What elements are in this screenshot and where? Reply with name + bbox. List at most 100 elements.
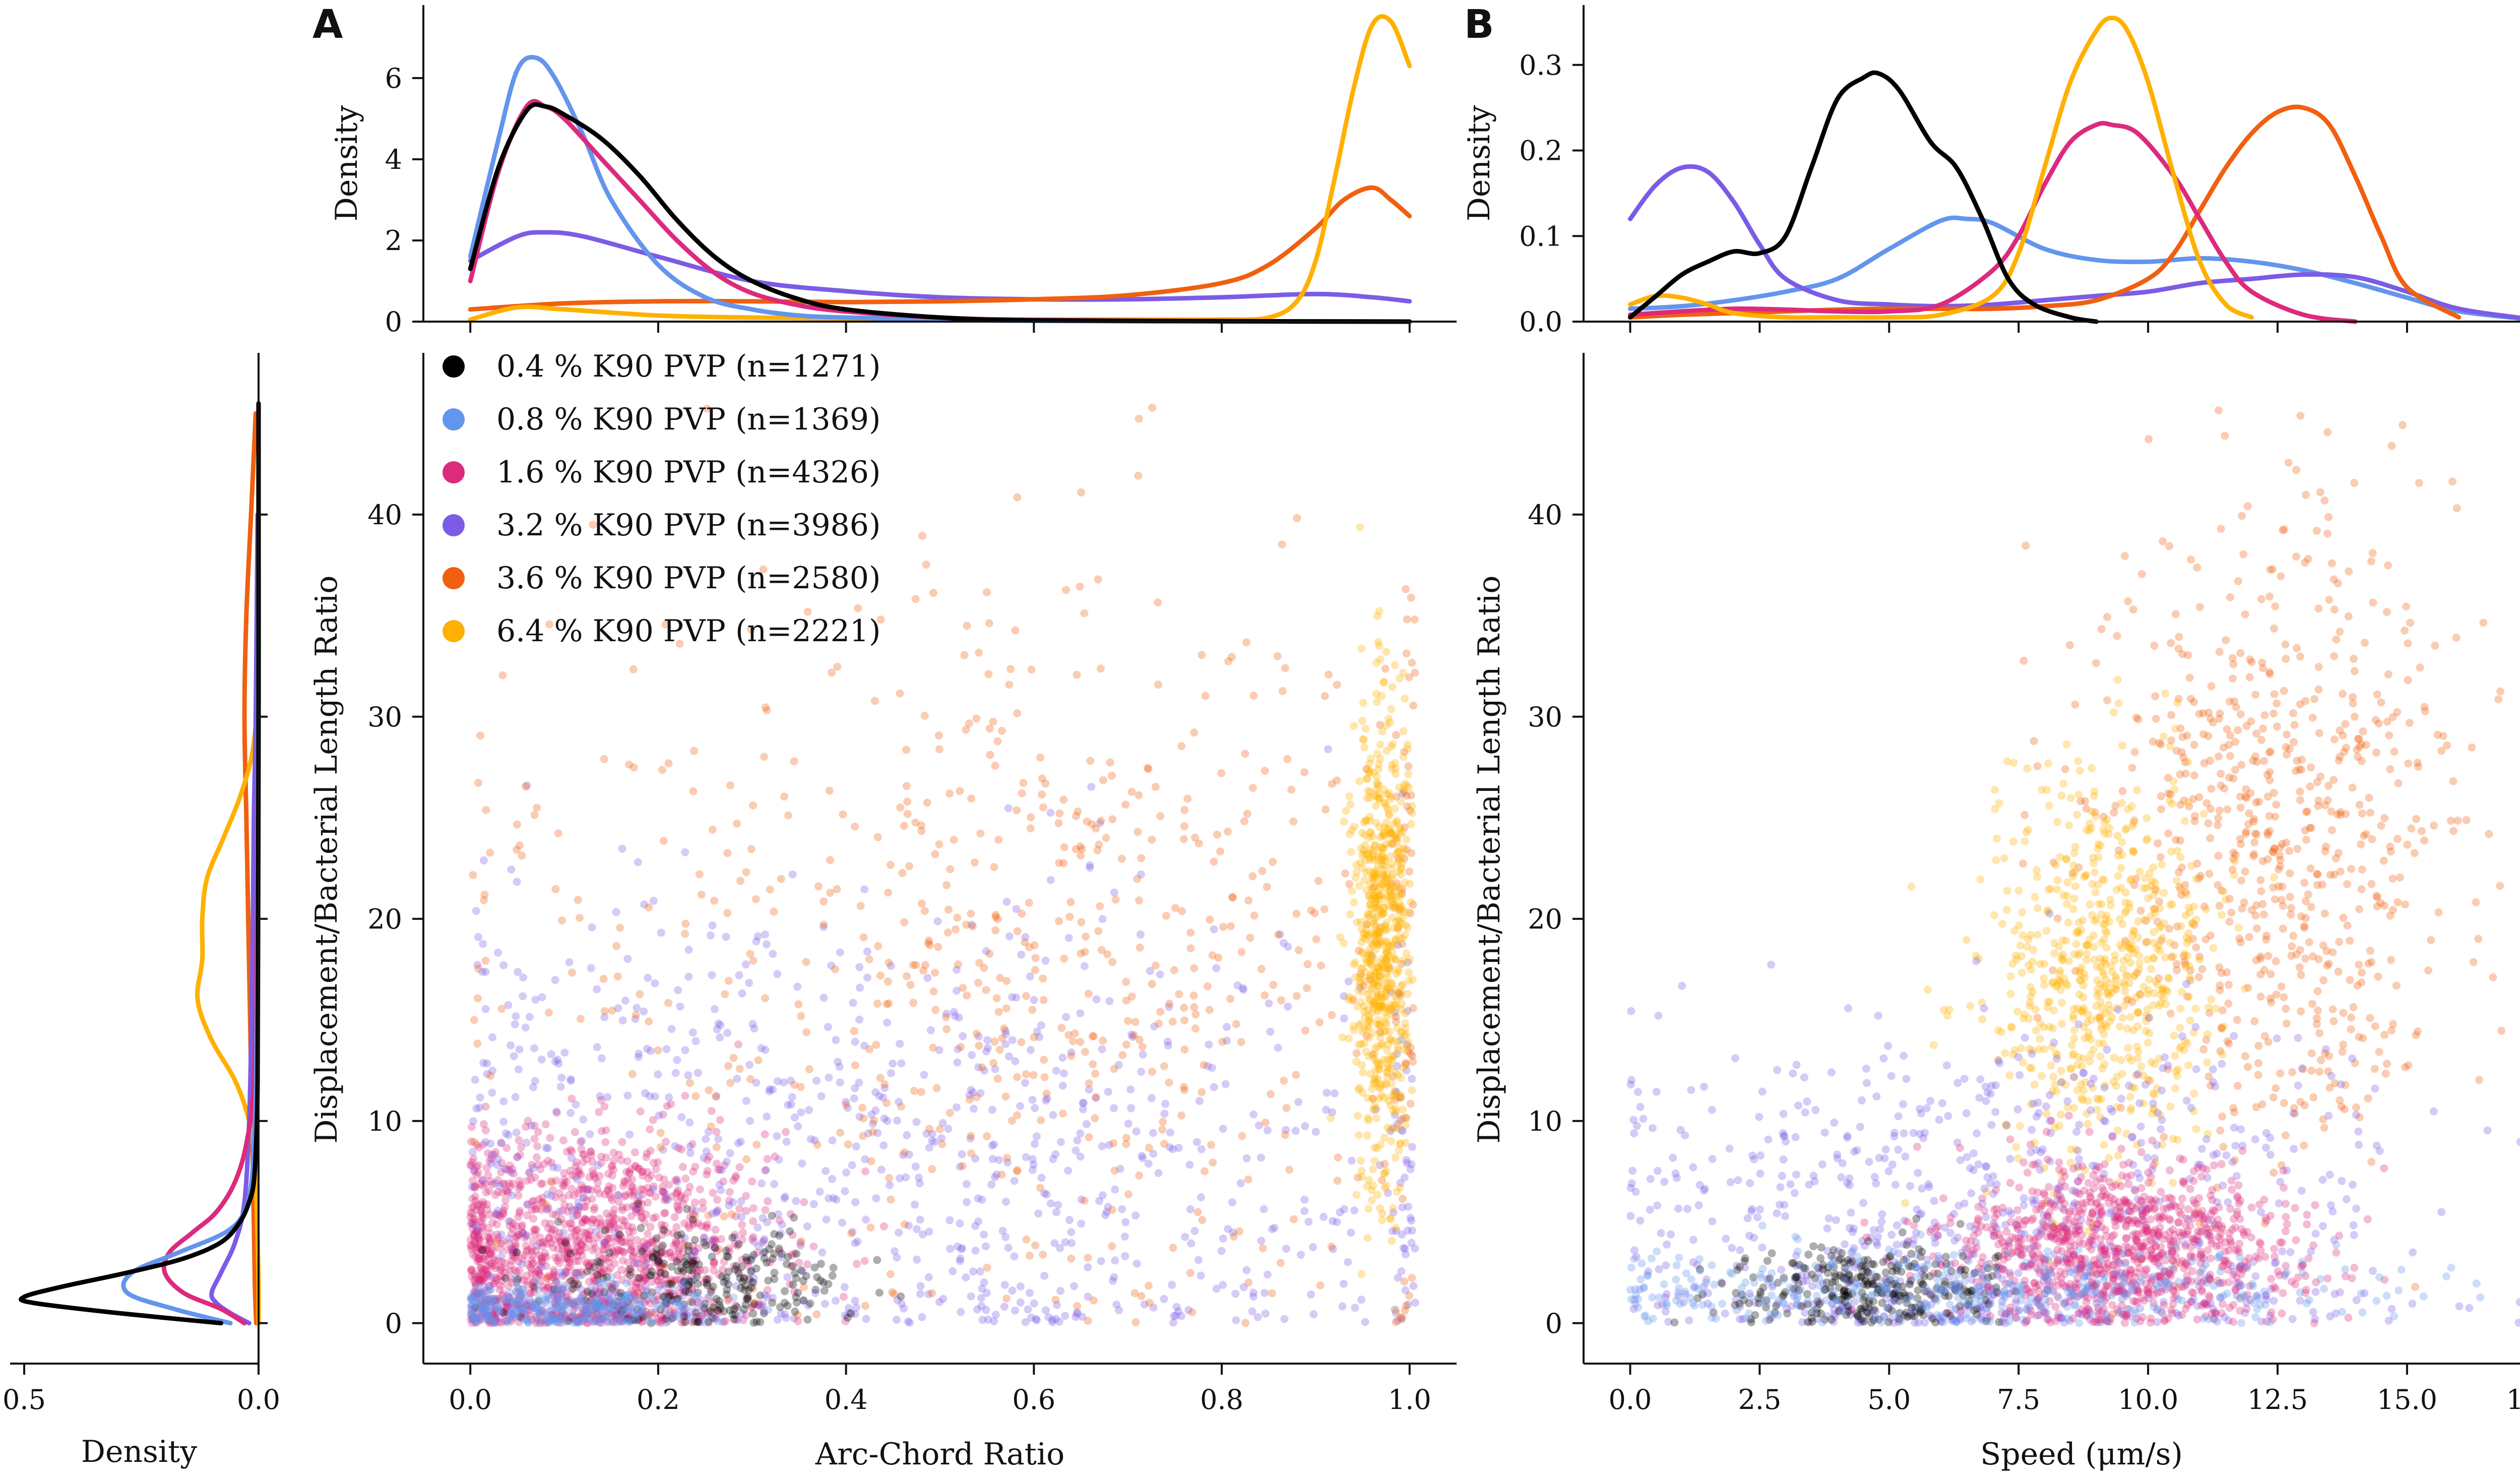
legend-marker [443, 461, 465, 483]
scatter-point [523, 1211, 531, 1219]
scatter-point [533, 1242, 541, 1250]
scatter-point [610, 1317, 618, 1325]
scatter-point [2341, 720, 2350, 728]
scatter-point [745, 978, 753, 987]
scatter-point [740, 1273, 748, 1282]
scatter-point [841, 1317, 850, 1325]
scatter-point [2405, 719, 2414, 727]
scatter-point [633, 1278, 641, 1287]
scatter-point [900, 1148, 909, 1156]
scatter-point [681, 1274, 690, 1283]
scatter-point [744, 1262, 753, 1270]
scatter-point [876, 971, 885, 980]
scatter-point [578, 1219, 586, 1227]
scatter-point [789, 1280, 797, 1289]
scatter-point [622, 1290, 631, 1299]
scatter-point [769, 950, 777, 958]
scatter-point [1355, 1021, 1363, 1030]
scatter-point [652, 1213, 660, 1221]
scatter-point [1217, 1247, 1226, 1255]
scatter-point [612, 1249, 620, 1257]
scatter-point [549, 1291, 558, 1300]
scatter-point [1135, 414, 1143, 423]
scatter-point [1124, 1190, 1132, 1199]
scatter-point [486, 1303, 495, 1311]
scatter-point [1285, 1165, 1294, 1174]
scatter-point [477, 1245, 485, 1254]
scatter-point [628, 1307, 637, 1316]
scatter-point [790, 1081, 799, 1089]
scatter-point [1240, 817, 1248, 826]
scatter-point [1190, 728, 1199, 737]
scatter-point [787, 1262, 796, 1271]
scatter-point [1145, 1281, 1153, 1290]
scatter-point [776, 1303, 784, 1311]
scatter-point [1340, 1205, 1348, 1213]
scatter-point [2278, 840, 2286, 848]
scatter-point [481, 1005, 490, 1013]
scatter-point [583, 1258, 591, 1266]
scatter-point [564, 1191, 573, 1199]
scatter-point [2297, 912, 2305, 920]
scatter-point [568, 968, 576, 977]
scatter-point [660, 1209, 668, 1218]
scatter-point [1301, 1122, 1309, 1131]
a-left-kde-line [242, 411, 259, 1326]
scatter-point [887, 1195, 895, 1204]
scatter-point [670, 1307, 678, 1315]
scatter-point [596, 1219, 605, 1228]
scatter-point [705, 1086, 713, 1094]
scatter-point [911, 1162, 920, 1171]
scatter-point [731, 1231, 739, 1239]
scatter-point [957, 1308, 965, 1316]
scatter-point [617, 1306, 626, 1315]
scatter-point [481, 1311, 490, 1319]
scatter-point [623, 1176, 632, 1184]
scatter-point [1353, 1002, 1362, 1011]
scatter-point [631, 1291, 640, 1300]
scatter-point [657, 1317, 666, 1325]
scatter-point [472, 1206, 481, 1214]
scatter-point [2309, 1093, 2318, 1101]
scatter-point [581, 1215, 589, 1224]
scatter-point [574, 896, 582, 904]
scatter-point [2258, 900, 2267, 908]
scatter-point [602, 1153, 610, 1162]
scatter-point [2293, 844, 2302, 853]
scatter-point [538, 1258, 547, 1266]
scatter-point [1396, 1183, 1404, 1192]
scatter-point [797, 1012, 805, 1020]
scatter-point [488, 1033, 496, 1041]
scatter-point [2347, 865, 2356, 873]
scatter-point [990, 1037, 999, 1046]
scatter-point [667, 1253, 676, 1261]
scatter-point [492, 1220, 501, 1228]
scatter-point [1334, 1153, 1342, 1162]
scatter-point [570, 1249, 579, 1257]
scatter-point [1000, 1303, 1009, 1311]
scatter-point [934, 731, 943, 740]
scatter-point [576, 1248, 584, 1256]
scatter-point [583, 1319, 591, 1327]
scatter-point [513, 1152, 522, 1161]
scatter-point [628, 1182, 637, 1191]
scatter-point [690, 1236, 699, 1244]
scatter-point [593, 1043, 601, 1052]
scatter-point [553, 1304, 561, 1313]
scatter-point [1180, 1016, 1188, 1025]
scatter-point [566, 1145, 575, 1154]
y-tick-label: 0.2 [1519, 135, 1562, 167]
scatter-point [485, 1237, 494, 1246]
scatter-point [721, 1317, 730, 1325]
scatter-point [590, 1318, 599, 1326]
scatter-point [1008, 993, 1017, 1002]
scatter-point [535, 1268, 543, 1277]
scatter-point [1357, 1296, 1366, 1304]
scatter-point [469, 1220, 477, 1228]
scatter-point [681, 919, 690, 928]
scatter-point [746, 1075, 754, 1083]
scatter-point [991, 1173, 999, 1182]
scatter-point [550, 1268, 558, 1277]
scatter-point [617, 1265, 625, 1274]
scatter-point [659, 1111, 667, 1119]
